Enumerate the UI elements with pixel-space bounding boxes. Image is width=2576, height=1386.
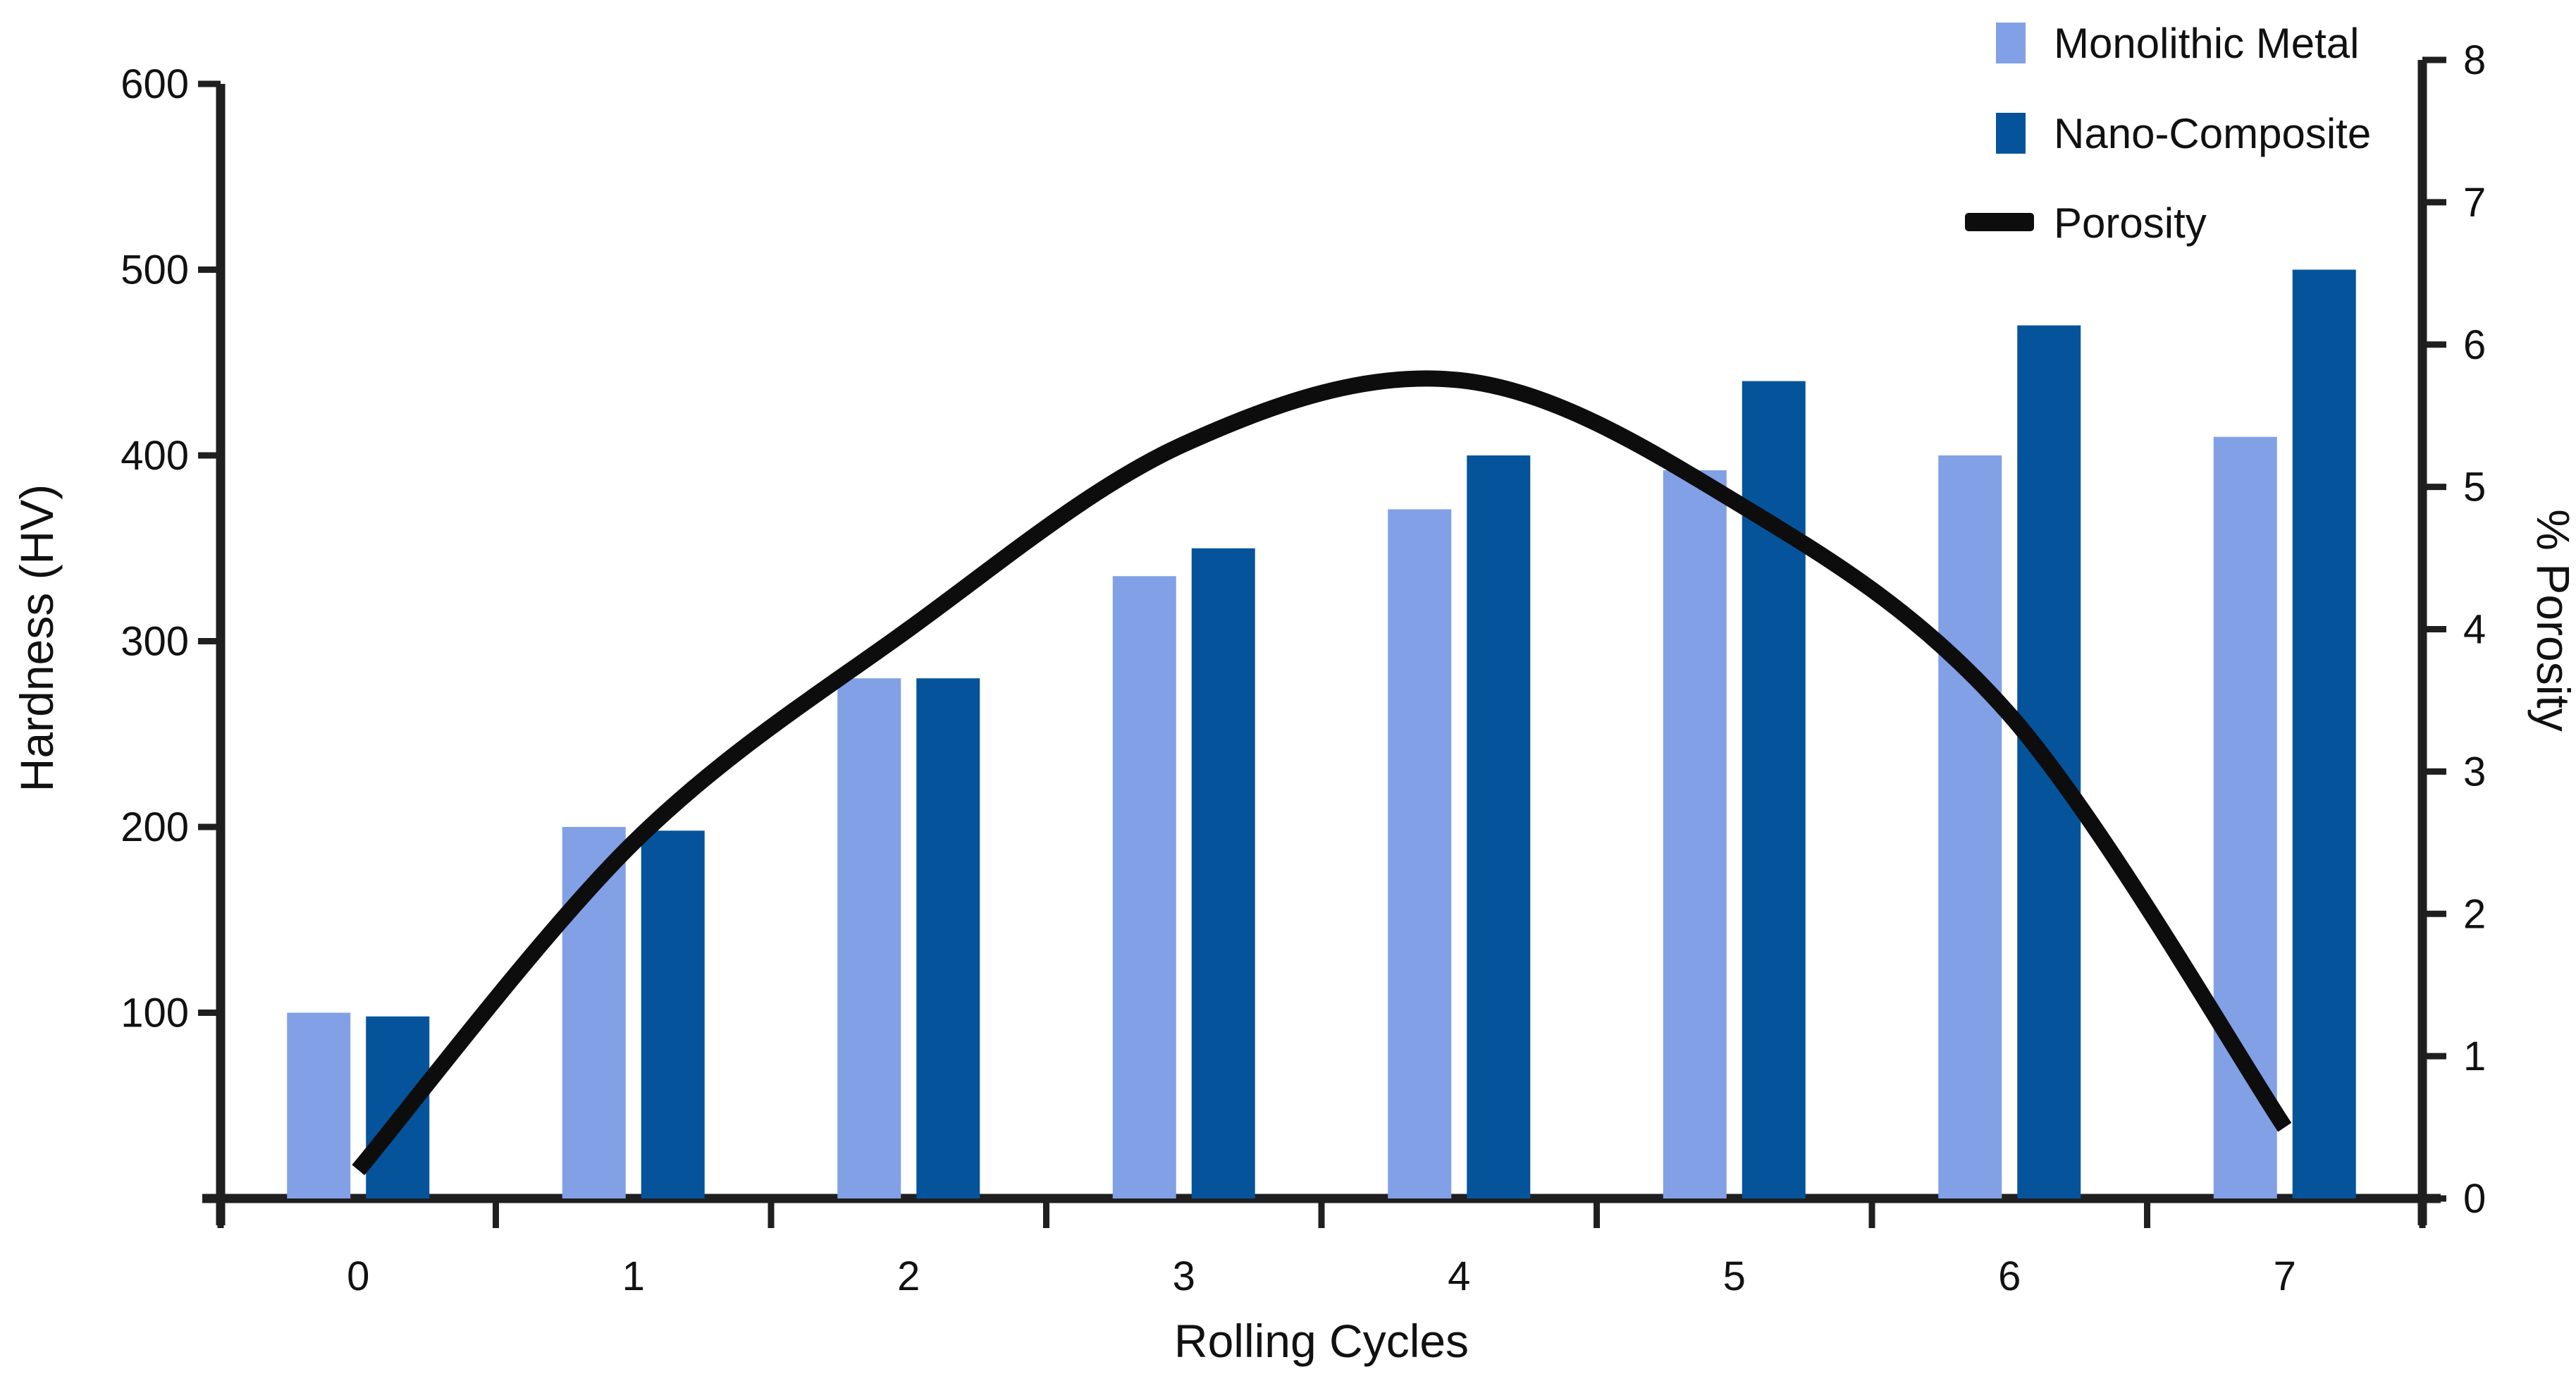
bar-nano-composite-cycle-1 <box>641 830 705 1198</box>
right-axis-title: % Porosity <box>2527 509 2576 731</box>
legend-label: Monolithic Metal <box>2054 20 2360 67</box>
bar-monolithic-metal-cycle-3 <box>1112 576 1176 1198</box>
left-axis-tick-label: 400 <box>121 433 189 479</box>
left-axis-tick-label: 500 <box>121 247 189 293</box>
bar-nano-composite-cycle-4 <box>1467 455 1531 1198</box>
bar-monolithic-metal-cycle-7 <box>2213 436 2277 1198</box>
x-axis-tick-label: 4 <box>1448 1253 1470 1299</box>
x-axis-tick-label: 6 <box>1998 1253 2021 1299</box>
porosity-line-swatch-icon <box>1965 213 2034 231</box>
right-axis-tick-label: 2 <box>2463 891 2486 937</box>
line-series <box>352 370 2292 1176</box>
right-axis-tick-label: 5 <box>2463 465 2486 510</box>
left-axis-tick-label: 300 <box>121 619 189 665</box>
bar-nano-composite-cycle-2 <box>916 678 980 1198</box>
legend-item-monolithic-metal: Monolithic Metal <box>1996 20 2360 67</box>
x-axis-tick-label: 0 <box>347 1253 369 1299</box>
right-axis-tick-label: 3 <box>2463 749 2486 795</box>
legend: Monolithic Metal Nano-Composite Porosity <box>1965 20 2371 247</box>
x-axis-title: Rolling Cycles <box>1174 1315 1469 1367</box>
x-axis-tick-label: 2 <box>897 1253 920 1299</box>
bar-nano-composite-cycle-7 <box>2292 269 2356 1198</box>
right-axis-tick-label: 1 <box>2463 1034 2486 1079</box>
legend-item-nano-composite: Nano-Composite <box>1996 110 2371 157</box>
bar-monolithic-metal-cycle-6 <box>1938 455 2002 1198</box>
bar-series <box>287 269 2356 1198</box>
porosity-line <box>352 370 2292 1176</box>
right-axis-tick-label: 7 <box>2463 180 2486 226</box>
left-axis-tick-label: 200 <box>121 804 189 850</box>
nano-composite-swatch-icon <box>1996 113 2026 154</box>
bar-nano-composite-cycle-0 <box>366 1016 430 1198</box>
left-axis-tick-label: 100 <box>121 991 189 1036</box>
right-axis-tick-label: 0 <box>2463 1176 2486 1222</box>
left-axis-title: Hardness (HV) <box>11 484 63 792</box>
x-axis-tick-label: 3 <box>1173 1253 1195 1299</box>
bar-nano-composite-cycle-3 <box>1191 548 1255 1198</box>
x-axis-tick-label: 1 <box>622 1253 645 1299</box>
legend-label: Nano-Composite <box>2054 110 2371 157</box>
bar-monolithic-metal-cycle-2 <box>837 678 901 1198</box>
monolithic-metal-swatch-icon <box>1996 23 2026 63</box>
x-axis-tick-label: 5 <box>1723 1253 1746 1299</box>
right-axis-tick-label: 8 <box>2463 37 2486 83</box>
right-axis-tick-label: 6 <box>2463 322 2486 368</box>
bar-monolithic-metal-cycle-4 <box>1388 509 1452 1198</box>
left-axis-tick-label: 600 <box>121 61 189 107</box>
right-axis-tick-label: 4 <box>2463 607 2486 653</box>
bar-monolithic-metal-cycle-5 <box>1663 470 1727 1198</box>
x-axis-tick-label: 7 <box>2274 1253 2296 1299</box>
legend-item-porosity: Porosity <box>1965 200 2207 247</box>
legend-label: Porosity <box>2054 200 2207 247</box>
bar-monolithic-metal-cycle-0 <box>287 1012 351 1198</box>
